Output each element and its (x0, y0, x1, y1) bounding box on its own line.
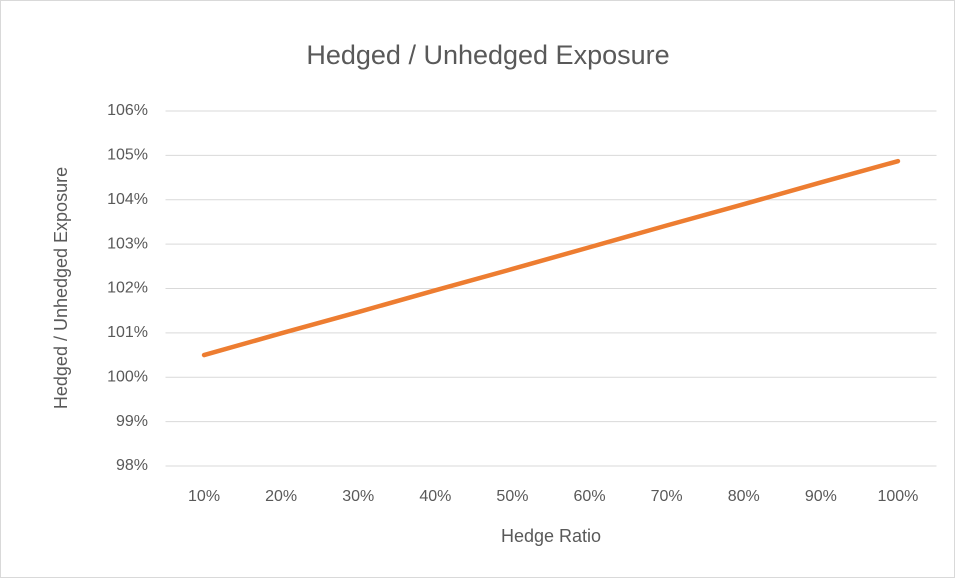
y-tick-label: 105% (107, 147, 148, 164)
chart-title: Hedged / Unhedged Exposure (306, 40, 669, 70)
x-tick-label: 80% (728, 488, 760, 505)
y-tick-label: 100% (107, 368, 148, 385)
x-tick-label: 100% (877, 488, 918, 505)
y-tick-label: 103% (107, 235, 148, 252)
y-tick-label: 104% (107, 191, 148, 208)
x-tick-label: 30% (342, 488, 374, 505)
y-tick-label: 101% (107, 324, 148, 341)
x-tick-label: 60% (574, 488, 606, 505)
x-tick-label: 70% (651, 488, 683, 505)
x-tick-label: 20% (265, 488, 297, 505)
y-tick-label: 102% (107, 280, 148, 297)
line-series (201, 158, 901, 358)
x-axis-label: Hedge Ratio (501, 526, 601, 546)
y-tick-label: 106% (107, 102, 148, 119)
x-tick-label: 40% (419, 488, 451, 505)
x-tick-label: 10% (188, 488, 220, 505)
x-tick-label: 50% (496, 488, 528, 505)
x-tick-label: 90% (805, 488, 837, 505)
y-tick-label: 98% (116, 457, 148, 474)
y-axis-label: Hedged / Unhedged Exposure (51, 167, 71, 409)
y-tick-label: 99% (116, 413, 148, 430)
